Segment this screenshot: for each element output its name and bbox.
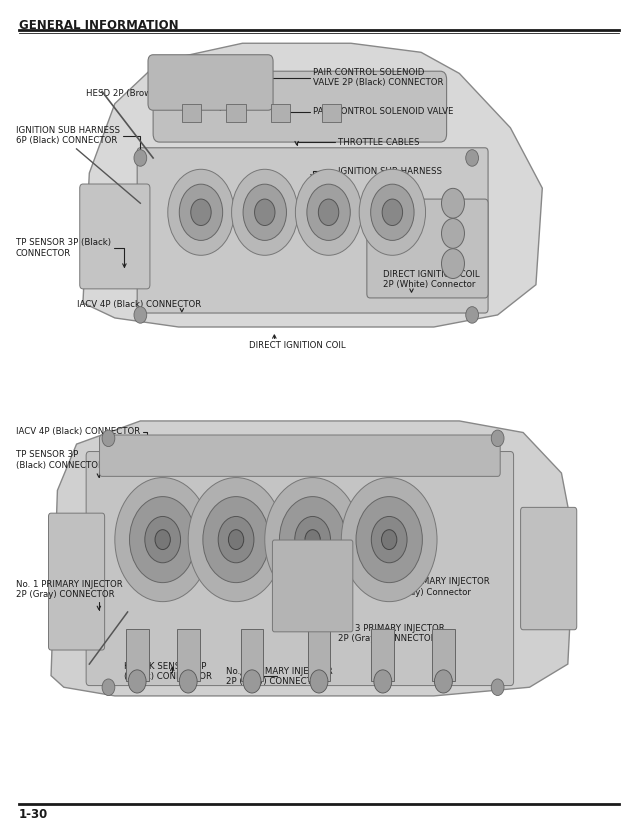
Circle shape <box>265 478 360 602</box>
Text: IGNITION SUB HARNESS: IGNITION SUB HARNESS <box>311 167 442 178</box>
FancyBboxPatch shape <box>86 452 514 686</box>
Circle shape <box>243 670 261 693</box>
Bar <box>177 629 200 681</box>
Circle shape <box>305 529 320 549</box>
Text: KNOCK SENSOR 3P
(Black) CONNECTOR: KNOCK SENSOR 3P (Black) CONNECTOR <box>124 662 212 681</box>
Text: PAIR CONTROL SOLENOID VALVE: PAIR CONTROL SOLENOID VALVE <box>276 108 453 120</box>
Circle shape <box>307 184 350 241</box>
Bar <box>126 629 149 681</box>
Circle shape <box>134 150 147 166</box>
Circle shape <box>359 170 426 256</box>
Text: No. 2 PRIMARY INJECTOR
2P (Gray) CONNECTOR: No. 2 PRIMARY INJECTOR 2P (Gray) CONNECT… <box>226 667 333 686</box>
Circle shape <box>134 307 147 323</box>
Text: No. 4 PRIMARY INJECTOR
2P (Gray) Connector: No. 4 PRIMARY INJECTOR 2P (Gray) Connect… <box>383 577 489 597</box>
Text: TP SENSOR 3P
(Black) CONNECTOR: TP SENSOR 3P (Black) CONNECTOR <box>16 450 104 477</box>
Bar <box>271 103 290 122</box>
Circle shape <box>466 307 478 323</box>
Circle shape <box>441 189 464 218</box>
Circle shape <box>145 516 181 562</box>
Circle shape <box>491 679 504 696</box>
Text: GENERAL INFORMATION: GENERAL INFORMATION <box>19 19 179 32</box>
Circle shape <box>466 150 478 166</box>
Circle shape <box>255 199 275 226</box>
Bar <box>322 103 341 122</box>
Text: No. 3 PRIMARY INJECTOR
2P (Gray) CONNECTOR: No. 3 PRIMARY INJECTOR 2P (Gray) CONNECT… <box>338 624 445 643</box>
Circle shape <box>341 478 437 602</box>
Circle shape <box>218 516 254 562</box>
FancyBboxPatch shape <box>521 508 577 630</box>
Circle shape <box>434 670 452 693</box>
Circle shape <box>228 529 244 549</box>
Text: PAIR CONTROL SOLENOID
VALVE 2P (Black) CONNECTOR: PAIR CONTROL SOLENOID VALVE 2P (Black) C… <box>253 68 443 97</box>
FancyBboxPatch shape <box>148 55 273 110</box>
Circle shape <box>188 478 284 602</box>
Polygon shape <box>51 421 574 696</box>
Circle shape <box>179 670 197 693</box>
Text: TP SENSOR 3P (Black)
CONNECTOR: TP SENSOR 3P (Black) CONNECTOR <box>16 238 126 267</box>
Bar <box>308 629 330 681</box>
Circle shape <box>232 170 298 256</box>
Polygon shape <box>83 43 542 327</box>
Text: THROTTLE CABLES: THROTTLE CABLES <box>295 138 420 146</box>
Circle shape <box>441 249 464 279</box>
FancyBboxPatch shape <box>367 199 488 298</box>
FancyBboxPatch shape <box>272 540 353 632</box>
Circle shape <box>102 679 115 696</box>
Circle shape <box>279 496 346 582</box>
FancyBboxPatch shape <box>48 513 105 650</box>
Circle shape <box>374 670 392 693</box>
FancyBboxPatch shape <box>80 184 150 289</box>
Circle shape <box>243 184 286 241</box>
Circle shape <box>203 496 269 582</box>
Text: DIRECT IGNITION COIL
2P (White) Connector: DIRECT IGNITION COIL 2P (White) Connecto… <box>383 270 479 292</box>
Circle shape <box>382 199 403 226</box>
Circle shape <box>310 670 328 693</box>
Text: No. 1 PRIMARY INJECTOR
2P (Gray) CONNECTOR: No. 1 PRIMARY INJECTOR 2P (Gray) CONNECT… <box>16 580 122 609</box>
Bar <box>241 629 263 681</box>
Bar <box>182 103 201 122</box>
FancyBboxPatch shape <box>153 71 447 142</box>
Circle shape <box>491 430 504 447</box>
Text: IACV 4P (Black) CONNECTOR: IACV 4P (Black) CONNECTOR <box>16 428 149 441</box>
Circle shape <box>191 199 211 226</box>
FancyBboxPatch shape <box>100 435 500 476</box>
Text: HESD 2P (Brown) CONNECTOR: HESD 2P (Brown) CONNECTOR <box>86 89 222 110</box>
Circle shape <box>115 478 211 602</box>
Text: IGNITION SUB HARNESS
6P (Black) CONNECTOR: IGNITION SUB HARNESS 6P (Black) CONNECTO… <box>16 126 142 161</box>
Circle shape <box>318 199 339 226</box>
Circle shape <box>179 184 223 241</box>
Bar <box>371 629 394 681</box>
Circle shape <box>295 516 330 562</box>
Circle shape <box>356 496 422 582</box>
Circle shape <box>441 218 464 248</box>
Circle shape <box>295 170 362 256</box>
Circle shape <box>102 430 115 447</box>
Bar <box>226 103 246 122</box>
Text: DIRECT IGNITION COIL: DIRECT IGNITION COIL <box>249 335 345 350</box>
Circle shape <box>371 184 414 241</box>
Circle shape <box>128 670 146 693</box>
Circle shape <box>382 529 397 549</box>
Text: 1-30: 1-30 <box>19 808 48 821</box>
FancyBboxPatch shape <box>137 148 488 313</box>
Circle shape <box>168 170 234 256</box>
Circle shape <box>130 496 196 582</box>
Text: IACV 4P (Black) CONNECTOR: IACV 4P (Black) CONNECTOR <box>77 300 201 312</box>
Circle shape <box>371 516 407 562</box>
Bar <box>432 629 455 681</box>
Circle shape <box>155 529 170 549</box>
